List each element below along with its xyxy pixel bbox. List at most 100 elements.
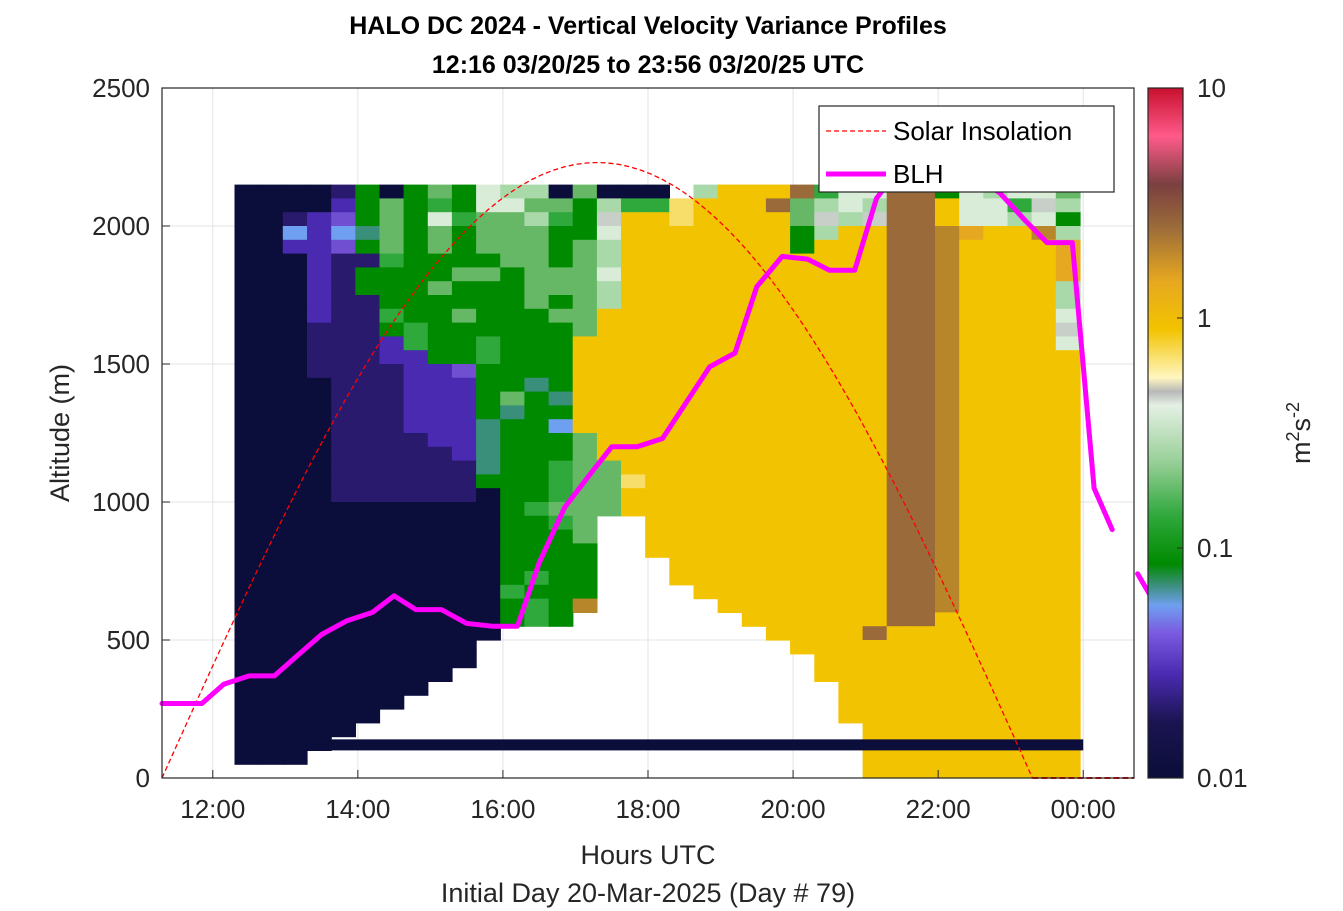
heatmap-cell — [959, 460, 984, 475]
heatmap-cell — [959, 626, 984, 641]
heatmap-cell — [1007, 446, 1033, 462]
heatmap-cell — [741, 336, 767, 351]
heatmap-cell — [403, 543, 429, 558]
heatmap-cell — [307, 653, 332, 669]
heatmap-cell — [790, 584, 815, 600]
heatmap-cell — [1055, 695, 1081, 710]
heatmap-cell — [765, 405, 791, 420]
heatmap-cell — [258, 515, 284, 531]
heatmap-cell — [959, 681, 984, 696]
heatmap-cell — [983, 460, 1009, 475]
heatmap-cell — [403, 336, 429, 351]
heatmap-cell — [234, 502, 260, 517]
heatmap-cell — [476, 488, 501, 503]
heatmap-cell — [1031, 640, 1057, 655]
heatmap-cell — [790, 295, 815, 310]
heatmap-cell — [307, 267, 332, 282]
heatmap-cell — [427, 281, 453, 296]
heatmap-cell — [814, 226, 840, 241]
heatmap-cell — [717, 433, 743, 448]
heatmap-cell — [234, 653, 260, 669]
heatmap-cell — [910, 377, 936, 393]
heatmap-cell — [669, 212, 695, 227]
heatmap-cell — [572, 502, 598, 517]
heatmap-cell — [935, 322, 960, 337]
heatmap-cell — [838, 364, 864, 379]
heatmap-cell — [838, 515, 864, 531]
heatmap-cell — [959, 695, 984, 710]
heatmap-cell — [355, 653, 381, 669]
heatmap-cell — [765, 239, 791, 255]
heatmap-cell — [886, 667, 912, 682]
x-axis-ticks: 12:00 14:00 16:00 18:00 20:00 22:00 00:00 — [180, 770, 1116, 824]
heatmap-cell — [1007, 391, 1033, 406]
heatmap-cell — [983, 295, 1009, 310]
heatmap-cell — [476, 460, 501, 475]
heatmap-cell — [862, 488, 888, 503]
heatmap-cell — [234, 405, 260, 420]
heatmap-cell — [935, 239, 960, 255]
heatmap-cell — [331, 557, 356, 572]
heatmap-cell — [379, 419, 405, 434]
heatmap-cell — [1031, 364, 1057, 379]
heatmap-cell — [1031, 571, 1057, 586]
heatmap-cell — [790, 226, 815, 241]
heatmap-cell — [282, 281, 308, 296]
heatmap-cell — [983, 308, 1009, 324]
heatmap-cell — [258, 267, 284, 282]
heatmap-cell — [476, 419, 501, 434]
heatmap-cell — [234, 198, 260, 213]
heatmap-cell — [910, 709, 936, 724]
heatmap-cell — [403, 612, 429, 627]
heatmap-cell — [838, 502, 864, 517]
heatmap-cell — [282, 488, 308, 503]
heatmap-cell — [983, 488, 1009, 503]
heatmap-cell — [1031, 598, 1057, 613]
heatmap-cell — [427, 377, 453, 393]
heatmap-cell — [886, 543, 912, 558]
heatmap-cell — [838, 474, 864, 489]
heatmap-cell — [379, 281, 405, 296]
heatmap-cell — [379, 336, 405, 351]
heatmap-cell — [959, 377, 984, 393]
heatmap-cell — [910, 543, 936, 558]
heatmap-cell — [862, 557, 888, 572]
heatmap-cell — [669, 529, 695, 544]
heatmap-cell — [1031, 433, 1057, 448]
heatmap-cell — [910, 391, 936, 406]
heatmap-cell — [1007, 640, 1033, 655]
heatmap-cell — [596, 405, 622, 420]
heatmap-cell — [1007, 764, 1033, 779]
heatmap-cell — [427, 460, 453, 475]
heatmap-cell — [765, 529, 791, 544]
heatmap-cell — [910, 226, 936, 241]
heatmap-cell — [572, 322, 598, 337]
heatmap-cell — [621, 502, 646, 517]
heatmap-cell — [355, 267, 381, 282]
colorbar-tick-label: 1 — [1197, 303, 1211, 333]
heatmap-cell — [645, 474, 670, 489]
heatmap-cell — [1055, 474, 1081, 489]
heatmap-cell — [935, 750, 960, 765]
heatmap-cell — [500, 584, 525, 600]
heatmap-cell — [693, 212, 719, 227]
heatmap-cell — [1031, 308, 1057, 324]
heatmap-cell — [427, 364, 453, 379]
heatmap-cell — [862, 364, 888, 379]
heatmap-cell — [379, 433, 405, 448]
heatmap-cell — [524, 336, 550, 351]
heatmap-cell — [476, 474, 501, 489]
heatmap-cell — [500, 322, 525, 337]
heatmap-cell — [379, 571, 405, 586]
heatmap-cell — [282, 184, 308, 199]
heatmap-cell — [886, 239, 912, 255]
heatmap-cell — [403, 184, 429, 199]
heatmap-cell — [983, 750, 1009, 765]
heatmap-cell — [814, 446, 840, 462]
heatmap-cell — [451, 419, 477, 434]
heatmap-cell — [451, 295, 477, 310]
heatmap-cell — [983, 502, 1009, 517]
heatmap-cell — [379, 626, 405, 641]
heatmap-cell — [258, 226, 284, 241]
